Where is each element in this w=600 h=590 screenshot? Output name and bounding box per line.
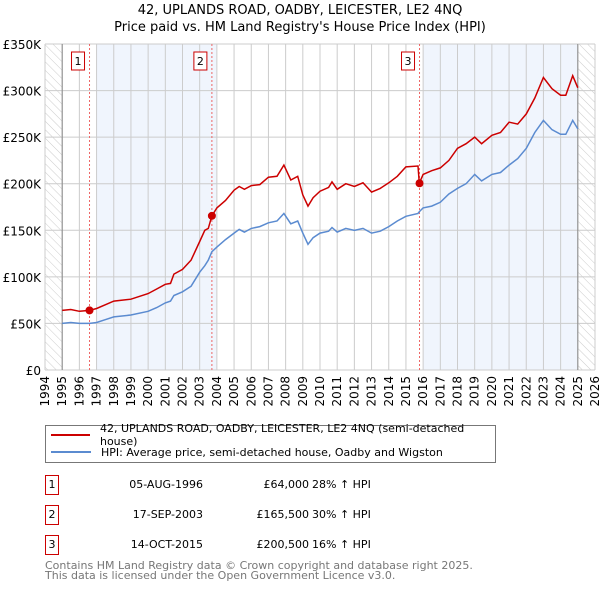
x-tick-label: 2018	[451, 376, 465, 407]
y-tick-label: £250K	[3, 131, 43, 145]
footer-copyright: Contains HM Land Registry data © Crown c…	[45, 559, 473, 572]
x-tick-label: 2006	[244, 376, 258, 407]
legend-item-hpi: HPI: Average price, semi-detached house,…	[51, 444, 443, 460]
x-tick-label: 1996	[72, 376, 86, 407]
x-tick-label: 2016	[416, 376, 430, 407]
x-tick-label: 1999	[124, 376, 138, 407]
x-tick-label: 1995	[55, 376, 69, 407]
legend: 42, UPLANDS ROAD, OADBY, LEICESTER, LE2 …	[45, 422, 496, 463]
shaded-range	[96, 44, 217, 370]
x-tick-label: 2022	[519, 376, 533, 407]
transaction-price: £165,500	[256, 508, 310, 521]
x-tick-label: 2001	[158, 376, 172, 407]
transaction-hpi: 30% ↑ HPI	[312, 508, 371, 521]
legend-label-property: 42, UPLANDS ROAD, OADBY, LEICESTER, LE2 …	[99, 422, 465, 448]
transaction-date: 14-OCT-2015	[130, 538, 203, 551]
transaction-number: 1	[45, 475, 59, 495]
sale-badge	[193, 51, 208, 71]
sale-badge-label: 1	[75, 55, 82, 68]
chart-title: 42, UPLANDS ROAD, OADBY, LEICESTER, LE2 …	[137, 3, 463, 18]
x-tick-label: 2026	[588, 376, 600, 407]
y-tick-label: £150K	[3, 224, 43, 238]
sale-point	[85, 306, 94, 315]
hatched-range	[577, 44, 595, 370]
transaction-hpi: 16% ↑ HPI	[312, 538, 371, 551]
x-tick-label: 2002	[176, 376, 190, 407]
sale-badge	[401, 51, 416, 71]
transaction-hpi: 28% ↑ HPI	[312, 478, 371, 491]
chart-subtitle: Price paid vs. HM Land Registry's House …	[114, 20, 486, 35]
x-tick-label: 2020	[485, 376, 499, 407]
x-tick-label: 2004	[210, 376, 224, 407]
x-tick-label: 2003	[193, 376, 207, 407]
legend-label-hpi: HPI: Average price, semi-detached house,…	[101, 445, 443, 459]
y-tick-label: £300K	[3, 85, 43, 99]
transaction-number: 3	[45, 535, 59, 555]
sale-point	[207, 211, 216, 220]
hpi-line	[62, 118, 579, 325]
legend-item-property: 42, UPLANDS ROAD, OADBY, LEICESTER, LE2 …	[51, 422, 495, 448]
transaction-price: £200,500	[256, 538, 310, 551]
transaction-row: 3 14-OCT-2015 £200,500 16% ↑ HPI	[45, 535, 545, 555]
x-tick-label: 2017	[433, 376, 447, 407]
shaded-range	[423, 44, 578, 370]
x-tick-label: 2013	[365, 376, 379, 407]
sale-badge-label: 3	[405, 55, 412, 68]
transaction-row: 2 17-SEP-2003 £165,500 30% ↑ HPI	[45, 505, 545, 525]
sale-badge-label: 2	[197, 55, 204, 68]
x-tick-label: 2012	[347, 376, 361, 407]
hatched-range	[45, 44, 63, 370]
x-tick-label: 2005	[227, 376, 241, 407]
x-tick-label: 2021	[502, 376, 516, 407]
x-tick-label: 2007	[261, 376, 275, 407]
footer-licence: This data is licensed under the Open Gov…	[45, 569, 396, 582]
x-tick-label: 2019	[468, 376, 482, 407]
x-tick-label: 2009	[296, 376, 310, 407]
y-tick-label: £50K	[10, 317, 42, 331]
sale-badge	[71, 51, 86, 71]
footer: Contains HM Land Registry data © Crown c…	[45, 559, 473, 582]
y-tick-label: £350K	[3, 38, 43, 52]
x-tick-label: 2000	[141, 376, 155, 407]
x-tick-label: 1997	[90, 376, 104, 407]
transaction-date: 05-AUG-1996	[129, 478, 203, 491]
legend-swatch-property	[51, 434, 90, 436]
transaction-price: £64,000	[263, 478, 310, 491]
legend-swatch-hpi	[51, 451, 91, 453]
sale-point	[415, 179, 424, 188]
transaction-date: 17-SEP-2003	[132, 508, 203, 521]
x-tick-label: 2023	[536, 376, 550, 407]
x-tick-label: 1998	[107, 376, 121, 407]
x-tick-label: 2010	[313, 376, 327, 407]
x-tick-label: 2015	[399, 376, 413, 407]
x-tick-label: 2011	[330, 376, 344, 407]
x-tick-label: 2008	[279, 376, 293, 407]
x-tick-label: 2014	[382, 376, 396, 407]
y-tick-label: £0	[26, 364, 41, 378]
property-price-line	[62, 73, 579, 313]
x-tick-label: 2024	[554, 376, 568, 407]
y-tick-label: £100K	[3, 271, 43, 285]
transaction-number: 2	[45, 505, 59, 525]
x-tick-label: 1994	[38, 376, 52, 407]
transaction-row: 1 05-AUG-1996 £64,000 28% ↑ HPI	[45, 475, 545, 495]
x-tick-label: 2025	[571, 376, 585, 407]
y-tick-label: £200K	[3, 178, 43, 192]
